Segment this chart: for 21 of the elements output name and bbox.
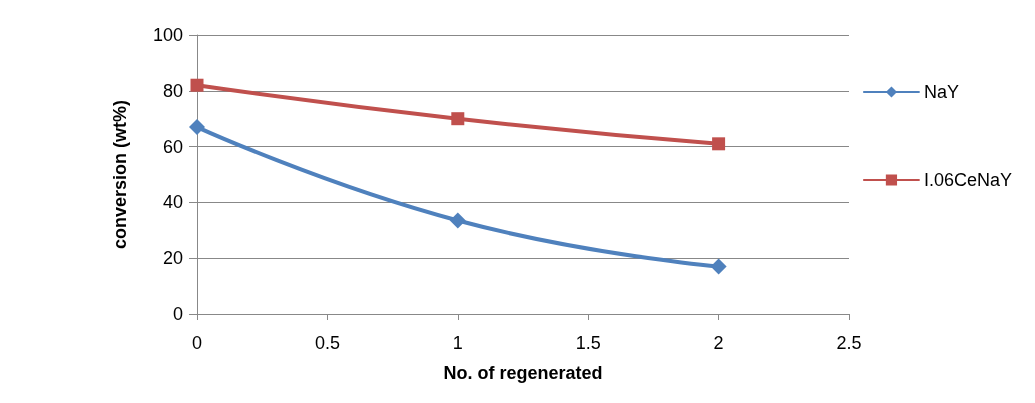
y-tick-label: 80 bbox=[162, 80, 183, 101]
legend-label: I.06CeNaY bbox=[923, 170, 1013, 190]
x-tick-label: 1.5 bbox=[575, 333, 601, 353]
y-tick-label: 100 bbox=[152, 25, 183, 45]
y-tick-label: 0 bbox=[172, 304, 183, 324]
point bbox=[712, 137, 726, 151]
x-tick-label: 2.5 bbox=[836, 333, 862, 353]
y-axis-title: conversion (wt%) bbox=[110, 99, 130, 250]
point bbox=[189, 119, 205, 136]
x-tick-label: 2 bbox=[713, 333, 724, 353]
y-tick-label: 20 bbox=[162, 248, 183, 269]
x-axis-title: No. of regenerated bbox=[443, 363, 603, 383]
point bbox=[449, 212, 466, 229]
point bbox=[710, 258, 727, 275]
x-tick-label: 0 bbox=[191, 333, 203, 353]
x-tick-label: 1 bbox=[452, 333, 463, 353]
x-tick-label: 0.5 bbox=[314, 333, 340, 353]
point bbox=[451, 112, 465, 126]
y-tick-label: 60 bbox=[162, 136, 183, 157]
y-tick-label: 40 bbox=[162, 192, 183, 213]
legend-label: NaY bbox=[923, 82, 959, 102]
